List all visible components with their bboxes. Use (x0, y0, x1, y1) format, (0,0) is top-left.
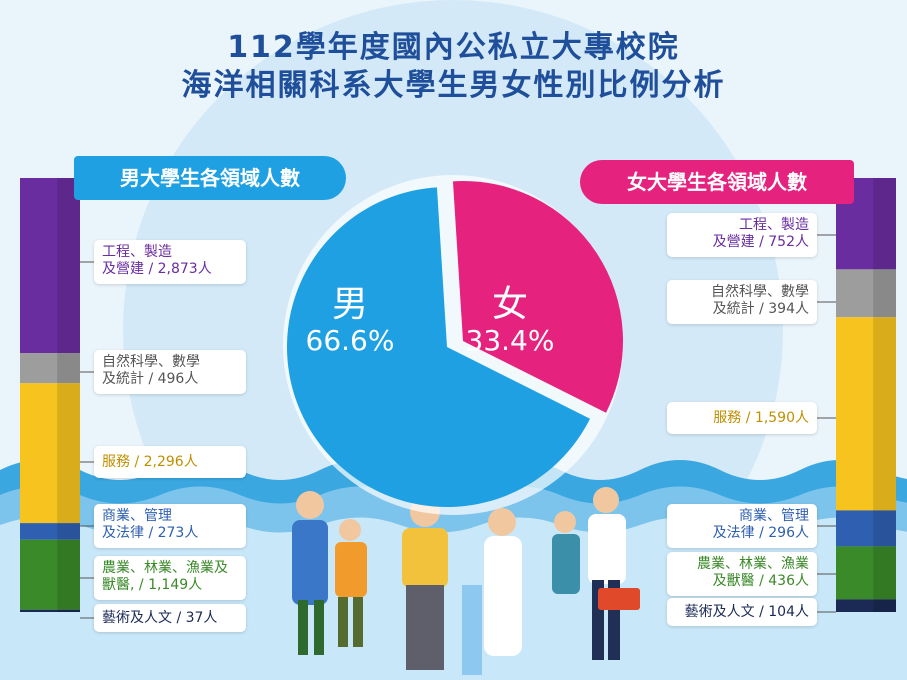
male-bar-segment-shade-svc (57, 383, 80, 524)
female-label-science: 自然科學、數學 及統計 / 394人 (667, 280, 817, 324)
male-label-business: 商業、管理 及法律 / 273人 (94, 504, 246, 548)
female-bar-segment-shade-svc (873, 317, 896, 511)
male-label-arts: 藝術及人文 / 37人 (94, 604, 246, 632)
female-header: 女大學生各領域人數 (580, 160, 854, 204)
male-bar-segment-svc (20, 383, 80, 524)
male-label-service: 服務 / 2,296人 (94, 446, 246, 478)
female-bar-segment-shade-biz (873, 510, 896, 547)
male-stacked-bar (20, 178, 80, 612)
gender-pie (283, 175, 623, 515)
title-line-2: 海洋相關科系大學生男女性別比例分析 (181, 68, 726, 103)
leader-lines (80, 234, 836, 619)
male-bar-segment-sci (20, 353, 80, 384)
female-bar-segment-shade-agr (873, 546, 896, 600)
male-label-agriculture: 農業、林業、漁業及 獸醫, / 1,149人 (94, 556, 246, 600)
female-label-agriculture: 農業、林業、漁業 及獸醫 / 436人 (667, 552, 817, 596)
female-bar-segment-svc (836, 317, 896, 511)
pie-slice-male (287, 187, 591, 507)
female-label-service: 服務 / 1,590人 (667, 402, 817, 434)
male-bar-segment-biz (20, 523, 80, 540)
pie-label-male: 男 66.6% (300, 285, 400, 357)
pie-female-pct: 33.4% (465, 324, 555, 357)
male-bar-segment-shade-agr (57, 539, 80, 610)
female-bar-segment-shade-art (873, 599, 896, 612)
male-bar-segment-shade-biz (57, 523, 80, 540)
male-label-engineering: 工程、製造 及營建 / 2,873人 (94, 240, 246, 284)
female-label-arts: 藝術及人文 / 104人 (667, 598, 817, 626)
pie-male-symbol: 男 (331, 284, 368, 325)
male-header: 男大學生各領域人數 (74, 156, 346, 200)
female-stacked-bar (836, 178, 896, 612)
pie-label-female: 女 33.4% (460, 285, 560, 357)
female-bar-segment-sci (836, 269, 896, 318)
pie-slice-female (452, 180, 623, 413)
male-label-science: 自然科學、數學 及統計 / 496人 (94, 350, 246, 394)
male-bar-segment-shade-sci (57, 353, 80, 384)
female-bar-segment-art (836, 599, 896, 612)
male-bar-segment-shade-eng (57, 178, 80, 354)
male-bar-segment-agr (20, 539, 80, 610)
male-bar-segment-eng (20, 178, 80, 354)
female-label-business: 商業、管理 及法律 / 296人 (667, 504, 817, 548)
male-bar-segment-shade-art (57, 609, 80, 612)
female-bar-segment-shade-sci (873, 269, 896, 318)
title-line-1: 112學年度國內公私立大專校院 (227, 30, 680, 65)
female-label-engineering: 工程、製造 及營建 / 752人 (667, 213, 817, 257)
female-bar-segment-biz (836, 510, 896, 547)
workers-illustration (292, 487, 640, 675)
female-bar-segment-shade-eng (873, 178, 896, 270)
pie-female-symbol: 女 (491, 284, 528, 325)
male-bar-segment-art (20, 609, 80, 612)
female-bar-segment-agr (836, 546, 896, 600)
pie-male-pct: 66.6% (305, 324, 395, 357)
